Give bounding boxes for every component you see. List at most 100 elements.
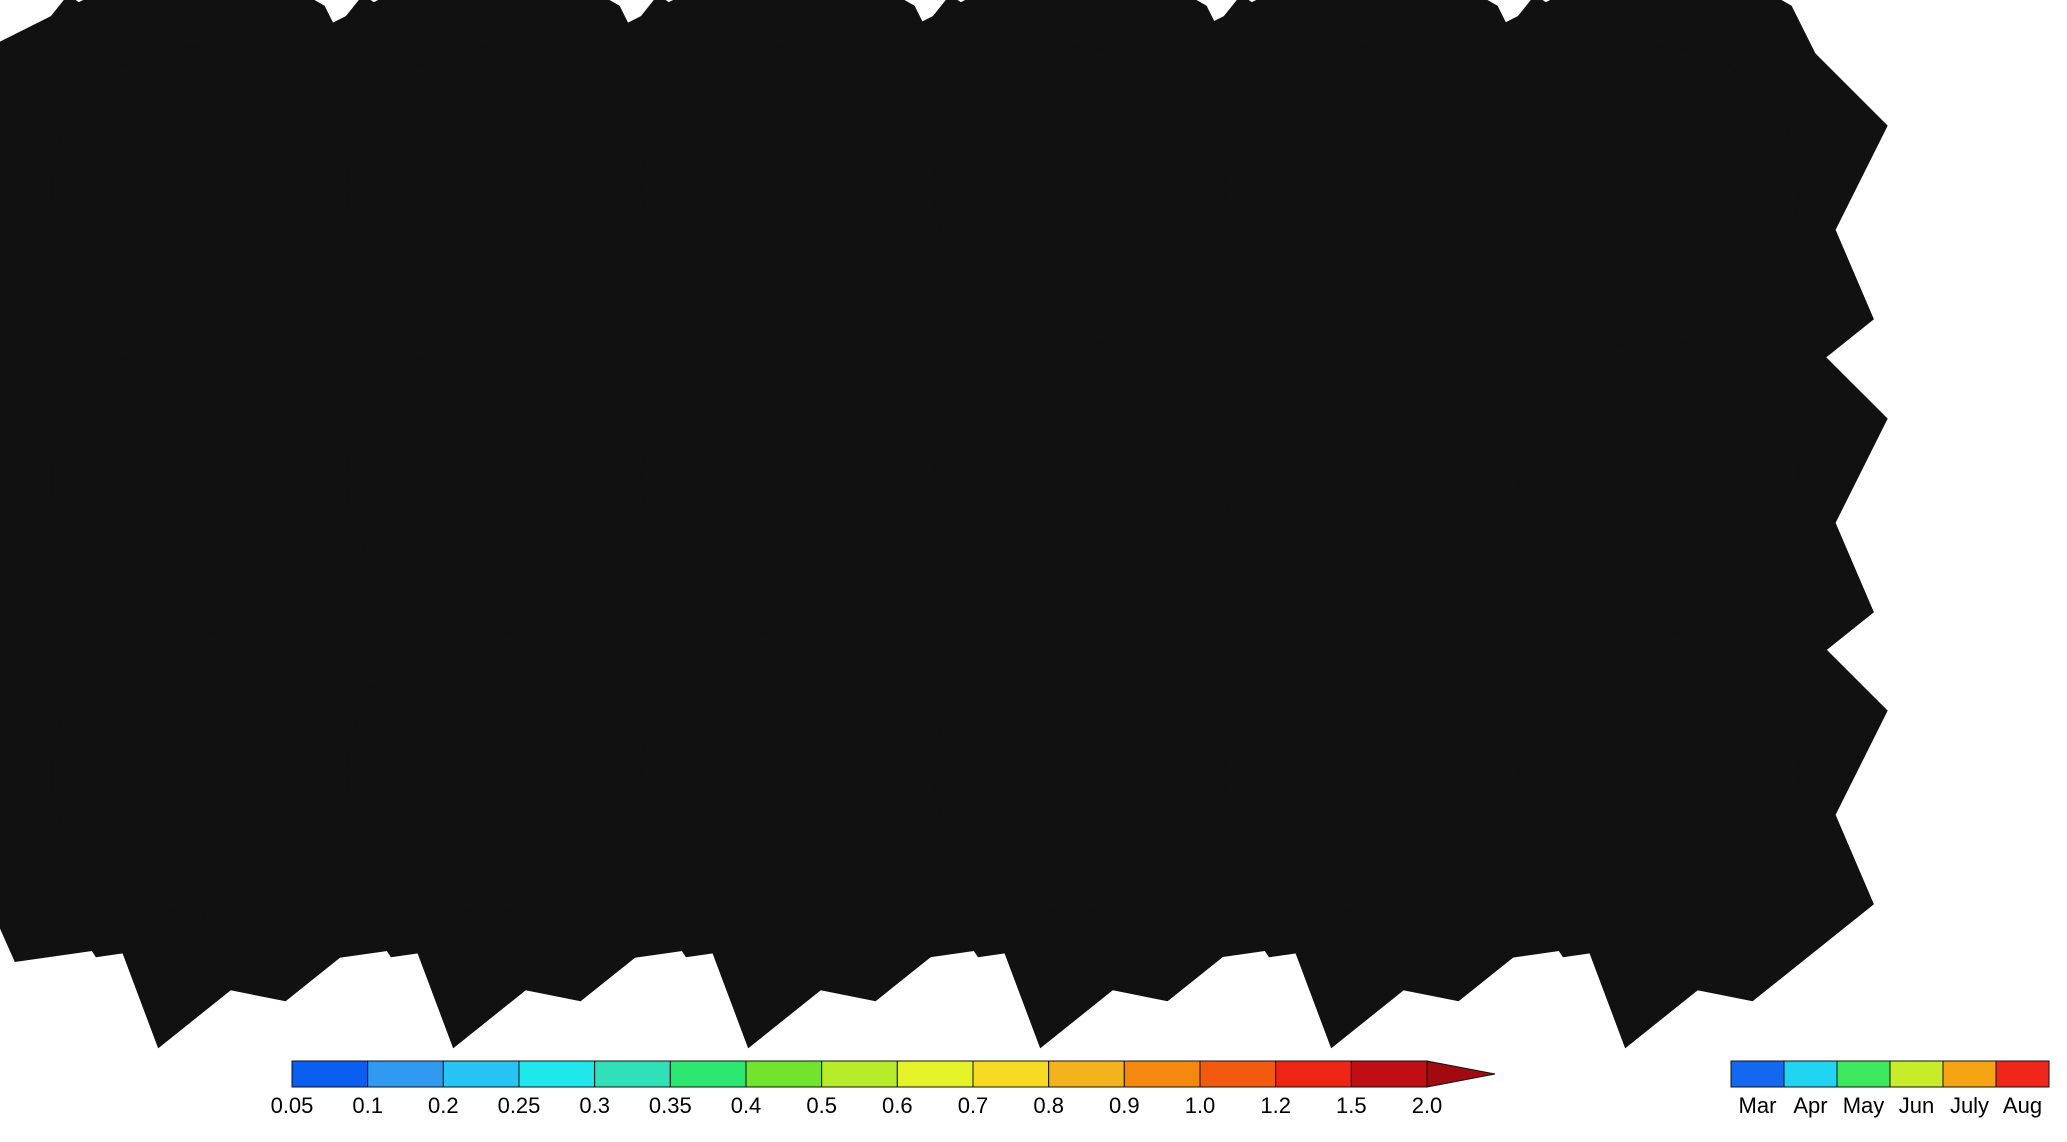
- month-colorbar-label: May: [1843, 1093, 1885, 1118]
- rim-tick: [1291, 892, 1296, 898]
- rim-tick: [1728, 892, 1733, 898]
- rim-tick: [118, 646, 123, 652]
- rim-tick: [1533, 841, 1539, 846]
- rim-tick: [656, 549, 662, 554]
- aod-colorbar-segment: [1199, 1060, 1277, 1088]
- rim-tick: [1291, 646, 1296, 652]
- rim-tick: [1779, 113, 1785, 118]
- month-colorbar-label: Apr: [1793, 1093, 1827, 1118]
- rim-tick: [1239, 256, 1245, 261]
- aod-colorbar-tick-label: 0.5: [806, 1093, 837, 1118]
- rim-tick: [1585, 646, 1590, 652]
- aod-colorbar-tick-label: 0.25: [498, 1093, 541, 1118]
- rim-tick: [948, 698, 954, 703]
- rim-tick: [656, 113, 662, 118]
- month-colorbar-segment: [1730, 1060, 1785, 1088]
- aod-colorbar-tick-label: 0.35: [649, 1093, 692, 1118]
- rim-tick: [1239, 698, 1245, 703]
- rim-tick: [948, 841, 954, 846]
- aod-colorbar-segment: [972, 1060, 1050, 1088]
- rim-tick: [413, 892, 418, 898]
- aod-colorbar-tick-label: 0.9: [1109, 1093, 1140, 1118]
- rim-tick: [118, 61, 123, 67]
- month-colorbar-segment: [1889, 1060, 1944, 1088]
- rim-tick: [948, 256, 954, 261]
- rim-tick: [361, 549, 367, 554]
- aod-colorbar-tick-label: 0.3: [579, 1093, 610, 1118]
- rim-tick: [1728, 61, 1733, 67]
- rim-tick: [656, 256, 662, 261]
- rim-tick: [708, 892, 713, 898]
- rim-tick: [1533, 698, 1539, 703]
- aod-colorbar-segment: [745, 1060, 823, 1088]
- rim-tick: [708, 646, 713, 652]
- rim-tick: [1779, 256, 1785, 261]
- rim-tick: [556, 892, 561, 898]
- rim-tick: [413, 354, 418, 360]
- aod-colorbar-tick-label: 0.7: [958, 1093, 989, 1118]
- rim-tick: [1728, 646, 1733, 652]
- month-colorbar-label: Jun: [1899, 1093, 1934, 1118]
- aod-colorbar-tick-label: 1.2: [1260, 1093, 1291, 1118]
- rim-tick: [1239, 406, 1245, 411]
- aod-colorbar-segment: [518, 1060, 596, 1088]
- aod-colorbar: 0.05 0.1 0.2 0.25 0.3 0.35 0.4 0.5 0.6 0.7 0.8 0.9 1…: [271, 1060, 1496, 1118]
- rim-tick: [1291, 354, 1296, 360]
- rim-tick: [361, 256, 367, 261]
- rim-tick: [1779, 549, 1785, 554]
- rim-tick: [1434, 892, 1439, 898]
- rim-tick: [948, 113, 954, 118]
- rim-tick: [1239, 841, 1245, 846]
- month-colorbar: Mar Apr May Jun July Aug: [1730, 1060, 2050, 1118]
- rim-tick: [708, 354, 713, 360]
- aod-colorbar-tick-label: 1.0: [1185, 1093, 1216, 1118]
- rim-tick: [656, 698, 662, 703]
- rim-tick: [1000, 61, 1005, 67]
- rim-tick: [1000, 646, 1005, 652]
- rim-tick: [118, 354, 123, 360]
- polar-map: [1514, 627, 1804, 917]
- month-colorbar-label: Aug: [2003, 1093, 2042, 1118]
- rim-tick: [413, 61, 418, 67]
- rim-tick: [656, 841, 662, 846]
- aod-colorbar-segment: [669, 1060, 747, 1088]
- rim-tick: [1291, 61, 1296, 67]
- aod-colorbar-segment: [821, 1060, 898, 1088]
- aod-colorbar-tick-label: 0.6: [882, 1093, 913, 1118]
- polar-map: [1514, 335, 1804, 625]
- rim-tick: [1533, 549, 1539, 554]
- aod-colorbar-tick-label: 0.2: [428, 1093, 459, 1118]
- rim-tick: [1779, 406, 1785, 411]
- rim-tick: [261, 892, 266, 898]
- month-colorbar-segment: [1836, 1060, 1891, 1088]
- aod-colorbar-tick-label: 0.4: [731, 1093, 762, 1118]
- aod-colorbar-segment: [594, 1060, 671, 1088]
- aod-colorbar-tick-label: 2.0: [1412, 1093, 1443, 1118]
- aod-colorbar-segment: [1350, 1060, 1428, 1088]
- rim-tick: [66, 549, 72, 554]
- rim-tick: [118, 892, 123, 898]
- rim-tick: [1000, 892, 1005, 898]
- aod-colorbar-segment: [1123, 1060, 1201, 1088]
- aod-colorbar-arrow: [1426, 1060, 1496, 1088]
- rim-tick: [1779, 841, 1785, 846]
- rim-tick: [66, 256, 72, 261]
- month-colorbar-label: July: [1950, 1093, 1989, 1118]
- rim-tick: [1143, 892, 1148, 898]
- rim-tick: [1533, 113, 1539, 118]
- rim-tick: [948, 406, 954, 411]
- rim-tick: [708, 61, 713, 67]
- rim-tick: [1000, 354, 1005, 360]
- rim-tick: [1585, 61, 1590, 67]
- rim-tick: [656, 406, 662, 411]
- rim-tick: [948, 549, 954, 554]
- rim-tick: [1585, 892, 1590, 898]
- rim-tick: [1533, 256, 1539, 261]
- month-colorbar-segment: [1783, 1060, 1838, 1088]
- rim-tick: [1239, 549, 1245, 554]
- rim-tick: [361, 406, 367, 411]
- map-grid: [47, 42, 1804, 917]
- rim-tick: [361, 113, 367, 118]
- aod-colorbar-tick-label: 1.5: [1336, 1093, 1367, 1118]
